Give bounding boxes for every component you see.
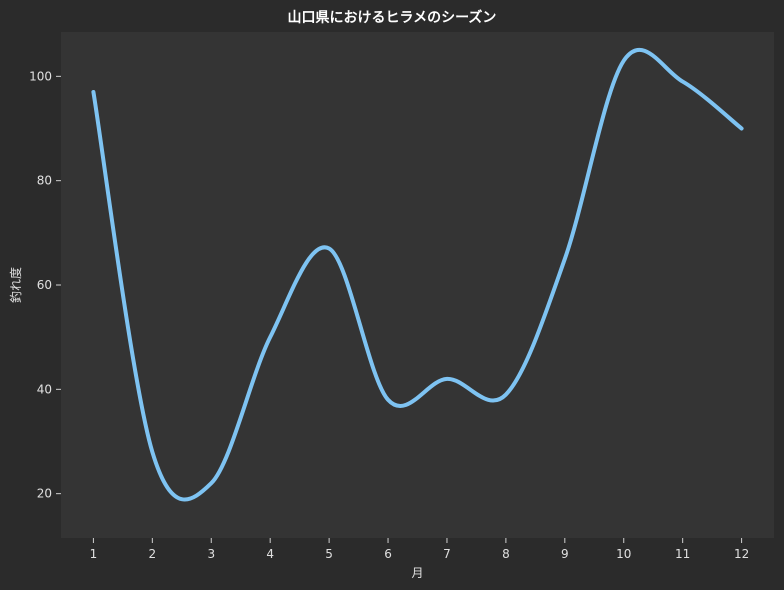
y-axis-label: 釣れ度 (8, 267, 23, 303)
y-tick-label: 100 (29, 69, 52, 83)
y-tick-label: 60 (37, 278, 52, 292)
x-tick-label: 8 (502, 547, 510, 561)
x-tick-label: 2 (149, 547, 157, 561)
x-tick-label: 11 (675, 547, 690, 561)
x-axis-label: 月 (411, 566, 423, 580)
x-tick-label: 1 (90, 547, 98, 561)
plot-area (61, 32, 774, 538)
x-tick-label: 4 (266, 547, 274, 561)
y-tick-label: 40 (37, 382, 52, 396)
x-axis-ticks: 1 2 3 4 5 6 7 8 9 10 11 12 (90, 538, 749, 561)
y-axis-ticks: 20 40 60 80 100 (29, 69, 61, 501)
x-tick-label: 12 (734, 547, 749, 561)
x-tick-label: 3 (207, 547, 215, 561)
y-tick-label: 80 (37, 174, 52, 188)
y-tick-label: 20 (37, 487, 52, 501)
x-tick-label: 10 (616, 547, 631, 561)
x-tick-label: 9 (561, 547, 569, 561)
x-tick-label: 5 (325, 547, 333, 561)
series-line (91, 47, 744, 502)
chart-title: 山口県におけるヒラメのシーズン (288, 9, 497, 26)
x-tick-label: 7 (443, 547, 451, 561)
x-tick-label: 6 (384, 547, 392, 561)
